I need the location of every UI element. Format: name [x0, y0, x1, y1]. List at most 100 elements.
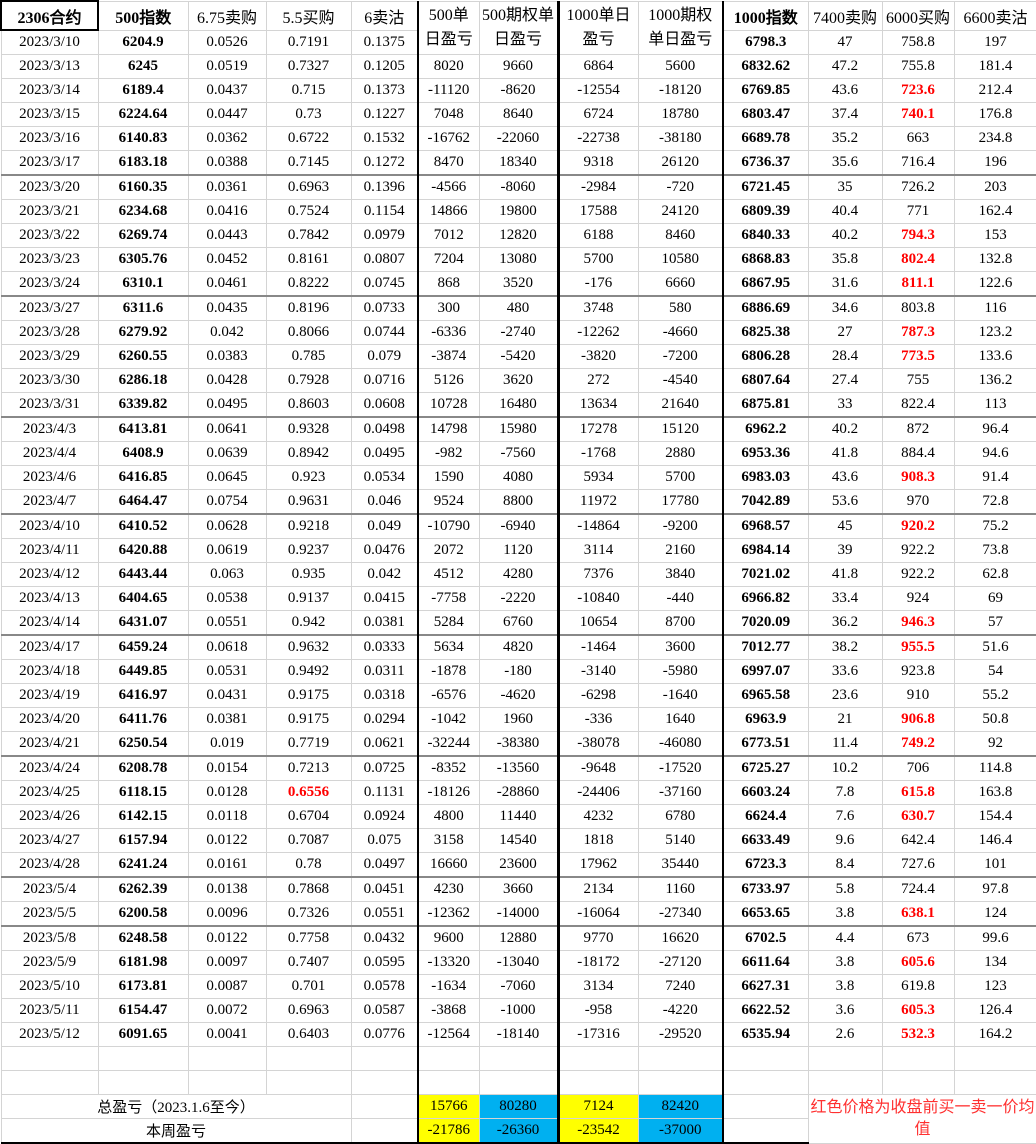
cell-index-1000[interactable]: 6725.27: [722, 755, 809, 781]
cell-option-pnl-500[interactable]: -2740: [478, 320, 559, 345]
cell-option-pnl-500[interactable]: -22060: [478, 126, 559, 151]
cell-call-7400-sell[interactable]: 53.6: [807, 489, 883, 515]
cell-pnl-1000[interactable]: 3114: [556, 538, 639, 563]
cell-call-675-sell[interactable]: 0.0087: [187, 974, 267, 999]
cell-call-6000-buy[interactable]: 638.1: [881, 901, 955, 927]
cell-call-55-buy[interactable]: 0.7868: [265, 876, 352, 902]
cell-index-500[interactable]: 6260.55: [97, 344, 189, 369]
cell-option-pnl-500[interactable]: -13560: [478, 755, 559, 781]
cell-date[interactable]: 2023/3/13: [0, 54, 99, 79]
cell-call-7400-sell[interactable]: 27.4: [807, 368, 883, 393]
cell-call-55-buy[interactable]: 0.9218: [265, 513, 352, 539]
cell-option-pnl-500[interactable]: 8640: [478, 102, 559, 127]
cell-put-6-sell[interactable]: 0.0578: [350, 974, 419, 999]
cell-pnl-1000[interactable]: -10840: [556, 586, 639, 611]
cell-pnl-500[interactable]: -3868: [417, 998, 480, 1023]
cell-index-1000[interactable]: 6622.52: [722, 998, 809, 1023]
header-7400-call-sell[interactable]: 7400卖购: [807, 0, 883, 31]
cell-pnl-500[interactable]: -3874: [417, 344, 480, 369]
cell-call-7400-sell[interactable]: 21: [807, 707, 883, 732]
cell-call-6000-buy[interactable]: 970: [881, 489, 955, 515]
cell-put-6-sell[interactable]: 0.046: [350, 489, 419, 515]
cell-call-55-buy[interactable]: 0.942: [265, 610, 352, 636]
cell-call-675-sell[interactable]: 0.0645: [187, 465, 267, 490]
cell-pnl-1000[interactable]: -3140: [556, 659, 639, 684]
header-6-put-sell[interactable]: 6卖沽: [350, 0, 419, 31]
cell-index-1000[interactable]: 6723.3: [722, 852, 809, 878]
cell-call-7400-sell[interactable]: 33.6: [807, 659, 883, 684]
cell-call-675-sell[interactable]: 0.0619: [187, 538, 267, 563]
cell-put-6600-sell[interactable]: 50.8: [953, 707, 1036, 732]
cell-option-pnl-1000[interactable]: 7240: [637, 974, 724, 999]
cell-call-6000-buy[interactable]: 910: [881, 683, 955, 708]
cell-option-pnl-1000[interactable]: -720: [637, 174, 724, 200]
cell-index-500[interactable]: 6286.18: [97, 368, 189, 393]
cell-call-55-buy[interactable]: 0.6556: [265, 780, 352, 805]
cell-index-1000[interactable]: 6689.78: [722, 126, 809, 151]
cell-date[interactable]: 2023/3/30: [0, 368, 99, 393]
cell-option-pnl-500[interactable]: 12880: [478, 925, 559, 951]
cell-option-pnl-500[interactable]: -7060: [478, 974, 559, 999]
empty-cell[interactable]: [881, 1046, 955, 1071]
cell-call-675-sell[interactable]: 0.0097: [187, 950, 267, 975]
cell-pnl-1000[interactable]: 3748: [556, 295, 639, 321]
total-pnl-500[interactable]: 15766: [417, 1094, 480, 1119]
cell-index-1000[interactable]: 6798.3: [722, 29, 809, 55]
cell-call-55-buy[interactable]: 0.8066: [265, 320, 352, 345]
cell-call-7400-sell[interactable]: 35.2: [807, 126, 883, 151]
cell-call-6000-buy[interactable]: 749.2: [881, 731, 955, 757]
cell-put-6600-sell[interactable]: 181.4: [953, 54, 1036, 79]
cell-date[interactable]: 2023/5/12: [0, 1022, 99, 1047]
cell-put-6-sell[interactable]: 0.0587: [350, 998, 419, 1023]
cell-option-pnl-1000[interactable]: -4220: [637, 998, 724, 1023]
cell-put-6600-sell[interactable]: 196: [953, 150, 1036, 176]
cell-put-6600-sell[interactable]: 124: [953, 901, 1036, 927]
cell-pnl-1000[interactable]: 6864: [556, 54, 639, 79]
cell-put-6-sell[interactable]: 0.0495: [350, 441, 419, 466]
empty-cell[interactable]: [953, 1070, 1036, 1095]
cell-call-675-sell[interactable]: 0.0388: [187, 150, 267, 176]
cell-call-6000-buy[interactable]: 811.1: [881, 271, 955, 297]
cell-option-pnl-500[interactable]: -6940: [478, 513, 559, 539]
cell-pnl-1000[interactable]: -958: [556, 998, 639, 1023]
cell-index-500[interactable]: 6224.64: [97, 102, 189, 127]
cell-index-1000[interactable]: 7021.02: [722, 562, 809, 587]
cell-option-pnl-500[interactable]: -7560: [478, 441, 559, 466]
cell-option-pnl-1000[interactable]: 8700: [637, 610, 724, 636]
cell-date[interactable]: 2023/3/28: [0, 320, 99, 345]
cell-pnl-500[interactable]: 10728: [417, 392, 480, 418]
cell-call-6000-buy[interactable]: 723.6: [881, 78, 955, 103]
cell-put-6-sell[interactable]: 0.0608: [350, 392, 419, 418]
cell-call-675-sell[interactable]: 0.0526: [187, 29, 267, 55]
cell-index-1000[interactable]: 6702.5: [722, 925, 809, 951]
cell-pnl-500[interactable]: 868: [417, 271, 480, 297]
cell-date[interactable]: 2023/4/18: [0, 659, 99, 684]
cell-put-6600-sell[interactable]: 113: [953, 392, 1036, 418]
cell-call-7400-sell[interactable]: 33.4: [807, 586, 883, 611]
cell-put-6-sell[interactable]: 0.0776: [350, 1022, 419, 1047]
cell-pnl-500[interactable]: 7012: [417, 223, 480, 248]
empty-cell[interactable]: [97, 1046, 189, 1071]
cell-option-pnl-500[interactable]: 16480: [478, 392, 559, 418]
cell-date[interactable]: 2023/4/11: [0, 538, 99, 563]
cell-index-500[interactable]: 6208.78: [97, 755, 189, 781]
cell-call-6000-buy[interactable]: 727.6: [881, 852, 955, 878]
cell-call-675-sell[interactable]: 0.0447: [187, 102, 267, 127]
cell-pnl-1000[interactable]: 6188: [556, 223, 639, 248]
cell-put-6-sell[interactable]: 0.1154: [350, 199, 419, 224]
cell-pnl-1000[interactable]: -38078: [556, 731, 639, 757]
cell-pnl-500[interactable]: 4230: [417, 876, 480, 902]
cell-pnl-1000[interactable]: -2984: [556, 174, 639, 200]
cell-call-675-sell[interactable]: 0.0628: [187, 513, 267, 539]
cell-index-1000[interactable]: 6963.9: [722, 707, 809, 732]
cell-put-6600-sell[interactable]: 92: [953, 731, 1036, 757]
cell-index-500[interactable]: 6443.44: [97, 562, 189, 587]
cell-call-675-sell[interactable]: 0.0443: [187, 223, 267, 248]
cell-pnl-500[interactable]: -1878: [417, 659, 480, 684]
cell-option-pnl-1000[interactable]: 21640: [637, 392, 724, 418]
cell-call-6000-buy[interactable]: 532.3: [881, 1022, 955, 1047]
cell-pnl-1000[interactable]: 6724: [556, 102, 639, 127]
cell-put-6600-sell[interactable]: 122.6: [953, 271, 1036, 297]
cell-call-6000-buy[interactable]: 716.4: [881, 150, 955, 176]
cell-date[interactable]: 2023/4/28: [0, 852, 99, 878]
